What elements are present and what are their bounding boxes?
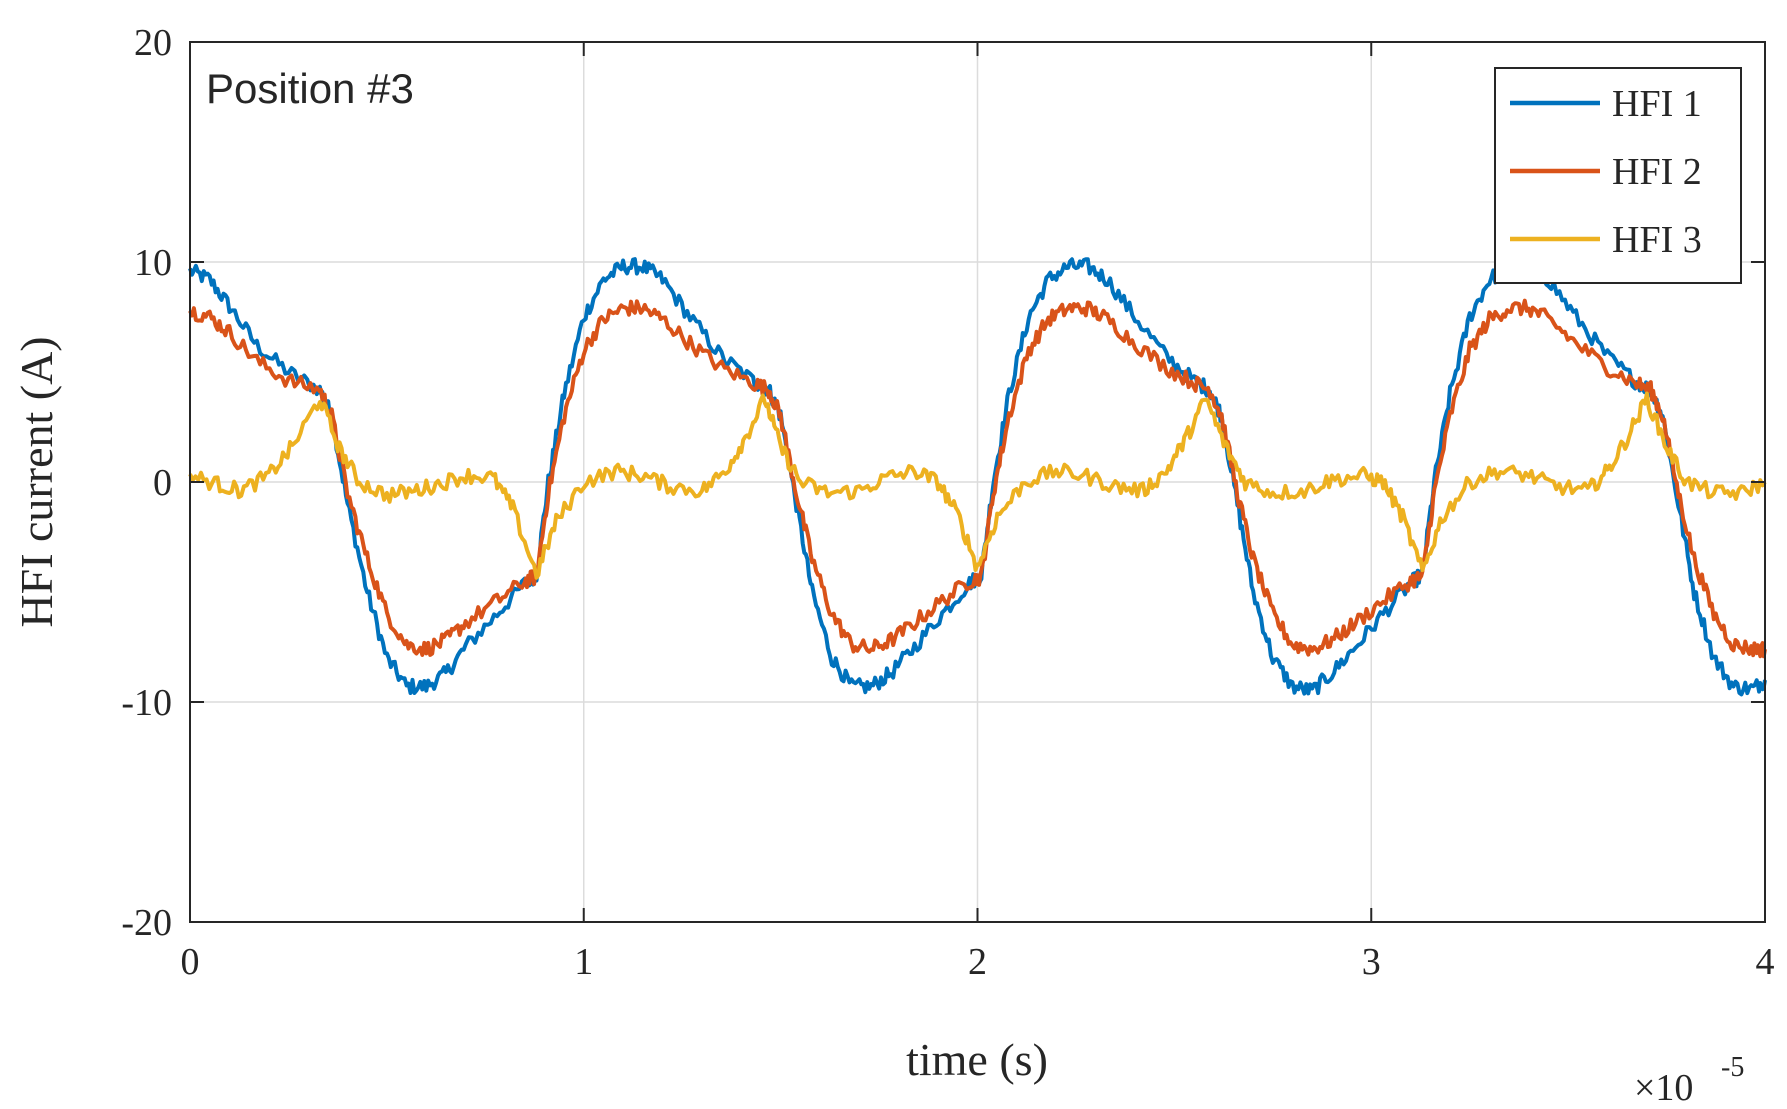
series-line-hfi-3 [188, 391, 1767, 580]
x-multiplier-base: ×10 [1634, 1067, 1693, 1109]
y-tick-label: 10 [134, 242, 172, 284]
x-tick-labels: 0 1 2 3 4 [181, 941, 1775, 983]
y-axis-label: HFI current (A) [11, 336, 62, 627]
x-multiplier: ×10 -5 [1634, 1052, 1744, 1109]
x-tick-label: 4 [1756, 941, 1775, 983]
x-multiplier-exponent: -5 [1721, 1052, 1744, 1083]
legend-label: HFI 1 [1612, 83, 1702, 125]
x-axis-label: time (s) [906, 1034, 1048, 1085]
legend: HFI 1 HFI 2 HFI 3 [1494, 67, 1742, 284]
series-line-hfi-2 [188, 298, 1767, 659]
x-tick-label: 1 [574, 941, 593, 983]
tick-marks [189, 41, 1766, 923]
legend-label: HFI 2 [1612, 151, 1702, 193]
legend-label: HFI 3 [1612, 219, 1702, 261]
y-tick-labels: 20 10 0 -10 -20 [121, 22, 172, 944]
x-tick-label: 3 [1362, 941, 1381, 983]
y-tick-label: 0 [153, 462, 172, 504]
x-tick-label: 2 [968, 941, 987, 983]
y-tick-label: -10 [121, 682, 172, 724]
y-tick-label: -20 [121, 902, 172, 944]
position-annotation: Position #3 [206, 65, 414, 112]
x-tick-label: 0 [181, 941, 200, 983]
y-tick-label: 20 [134, 22, 172, 64]
